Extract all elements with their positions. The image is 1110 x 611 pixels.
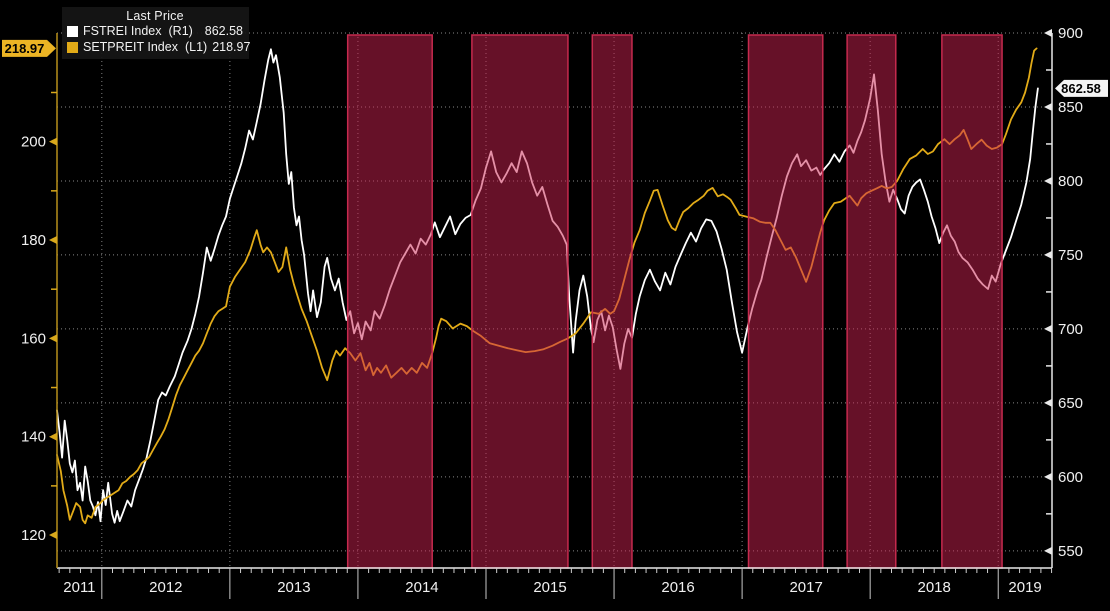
left-tick-arrow	[49, 334, 57, 343]
right-axis-label-900: 900	[1058, 25, 1083, 42]
year-label-2012: 2012	[149, 579, 182, 596]
right-tick-arrow	[1044, 250, 1052, 259]
left-tick-arrow	[49, 531, 57, 540]
legend-title: Last Price	[126, 9, 184, 23]
year-label-2017: 2017	[789, 579, 822, 596]
right-axis-label-550: 550	[1058, 543, 1083, 560]
event-shading-regions	[346, 34, 1003, 569]
setpreit-swatch-icon	[67, 41, 78, 53]
setpreit-axis-tag: (L1)	[184, 39, 208, 54]
fstrei-label: FSTREI Index	[83, 24, 162, 39]
right-tick-arrow	[1044, 546, 1052, 555]
left-tick-arrow	[49, 236, 57, 245]
left-axis: 120 140 160 180 200	[21, 33, 58, 568]
shaded-region-5	[846, 34, 897, 569]
right-axis-label-750: 750	[1058, 247, 1083, 264]
fstrei-axis-tag: (R1)	[168, 24, 193, 39]
fstrei-last-price: 862.58	[204, 24, 243, 39]
x-axis: 2011 2012 2013 2014 2015 2016 2017 2018 2019	[57, 567, 1053, 599]
last-price-badges: 218.97 862.58	[2, 39, 1108, 97]
left-axis-label-160: 160	[21, 330, 46, 347]
right-axis-label-650: 650	[1058, 395, 1083, 412]
right-tick-arrow	[1044, 176, 1052, 185]
year-label-2014: 2014	[405, 579, 438, 596]
right-tick-arrow	[1044, 472, 1052, 481]
left-tick-arrow	[49, 137, 57, 146]
legend: Last Price FSTREI Index (R1) 862.58 SETP…	[62, 7, 250, 59]
left-axis-label-120: 120	[21, 527, 46, 544]
right-axis-label-850: 850	[1058, 99, 1083, 116]
fstrei-last-price-badge	[1055, 79, 1108, 97]
right-axis-label-700: 700	[1058, 321, 1083, 338]
shaded-region-6	[941, 34, 1003, 569]
year-label-2015: 2015	[533, 579, 566, 596]
right-tick-arrow	[1044, 324, 1052, 333]
left-tick-arrow	[49, 432, 57, 441]
right-axis-label-600: 600	[1058, 469, 1083, 486]
right-axis-label-800: 800	[1058, 173, 1083, 190]
left-axis-label-140: 140	[21, 429, 46, 446]
fstrei-badge-value: 862.58	[1061, 81, 1101, 96]
left-axis-label-200: 200	[21, 134, 46, 151]
year-label-2018: 2018	[918, 579, 951, 596]
right-tick-arrow	[1044, 398, 1052, 407]
year-label-2011: 2011	[63, 579, 95, 596]
setpreit-last-price: 218.97	[212, 39, 251, 54]
legend-row-fstrei[interactable]: FSTREI Index (R1) 862.58	[67, 24, 243, 39]
year-label-2019: 2019	[1008, 579, 1041, 596]
left-axis-label-180: 180	[21, 232, 46, 249]
year-label-2013: 2013	[277, 579, 310, 596]
shaded-region-1	[346, 34, 433, 569]
right-tick-arrow	[1044, 29, 1052, 37]
fstrei-swatch-icon	[67, 26, 78, 38]
legend-row-setpreit[interactable]: SETPREIT Index (L1) 218.97	[67, 39, 250, 55]
year-label-2016: 2016	[661, 579, 694, 596]
setpreit-last-price-badge	[2, 39, 56, 57]
setpreit-label: SETPREIT Index	[83, 39, 178, 54]
setpreit-badge-value: 218.97	[5, 41, 45, 56]
shaded-region-3	[591, 34, 633, 569]
shaded-region-4	[747, 34, 824, 569]
right-tick-arrow	[1044, 102, 1052, 111]
right-axis: 550 600 650 700 750 800 850 900	[1044, 25, 1083, 568]
shaded-region-2	[471, 34, 569, 569]
